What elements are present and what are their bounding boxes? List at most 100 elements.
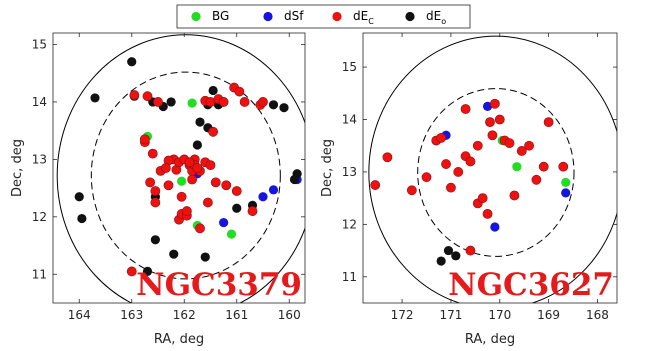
legend-label-subscript: o <box>441 17 446 26</box>
x-tick-label: 160 <box>278 308 301 322</box>
point-de-o <box>279 103 289 113</box>
point-de-c <box>153 97 163 107</box>
point-de-c <box>234 86 245 97</box>
legend-marker <box>263 11 273 22</box>
y-axis-label: Dec, deg <box>10 139 25 197</box>
x-tick-label: 164 <box>68 308 91 322</box>
plot-content <box>368 35 617 303</box>
legend-entry: dEC <box>332 9 374 26</box>
point-de-c <box>150 197 161 208</box>
point-de-o <box>142 266 153 277</box>
point-de-c <box>487 130 498 141</box>
legend-marker <box>191 11 201 22</box>
point-de-c <box>139 134 150 145</box>
point-de-c <box>482 208 493 219</box>
x-tick-label: 172 <box>391 308 414 322</box>
point-de-c <box>218 97 229 107</box>
point-de-c <box>370 180 381 190</box>
x-axis-label: RA, deg <box>465 332 515 347</box>
legend-label: BG <box>212 9 229 23</box>
dashed-circle <box>90 71 281 280</box>
point-de-c <box>239 97 250 107</box>
legend-box <box>176 4 471 29</box>
point-dsf <box>482 101 493 111</box>
point-de-c <box>247 206 258 216</box>
legend-label: dSf <box>284 9 304 23</box>
point-de-o <box>166 97 176 107</box>
point-de-o <box>195 117 205 127</box>
point-de-c <box>163 180 174 191</box>
x-tick-label: 162 <box>173 308 196 322</box>
legend-label: dEC <box>353 9 374 26</box>
galaxy-name-label: NGC3379 <box>136 267 302 303</box>
point-de-c <box>210 177 221 188</box>
point-de-o <box>74 192 84 202</box>
point-de-c <box>421 172 432 183</box>
point-de-o <box>192 140 202 150</box>
point-de-c <box>160 163 171 173</box>
legend: BG dSf dEC dEo <box>176 4 471 29</box>
point-de-c <box>558 161 569 172</box>
point-de-c <box>187 174 198 185</box>
point-de-c <box>543 117 554 128</box>
point-de-c <box>504 138 515 148</box>
point-de-c <box>489 98 500 109</box>
legend-entry: dEo <box>405 9 446 26</box>
plot-content <box>56 34 305 303</box>
point-de-o <box>90 93 100 103</box>
point-de-c <box>129 90 140 100</box>
point-dsf <box>219 217 229 228</box>
point-de-c <box>382 152 393 163</box>
dashed-circle <box>417 88 575 257</box>
plot-area <box>363 33 617 303</box>
point-de-o <box>200 252 210 262</box>
point-de-c <box>446 182 456 193</box>
point-de-c <box>221 180 232 191</box>
y-tick-label: 12 <box>342 217 357 231</box>
y-tick-label: 15 <box>32 37 47 51</box>
y-tick-label: 13 <box>342 165 357 179</box>
legend-label-text: dSf <box>284 9 304 23</box>
point-de-c <box>147 148 158 159</box>
point-de-c <box>406 185 417 196</box>
point-de-c <box>465 245 476 256</box>
point-bg <box>561 177 571 188</box>
point-dsf <box>490 222 500 232</box>
point-de-c <box>184 157 195 168</box>
point-de-c <box>258 97 268 107</box>
point-de-c <box>453 167 464 177</box>
point-de-c <box>195 223 205 234</box>
point-de-o <box>169 249 179 259</box>
x-tick-label: 168 <box>586 308 609 322</box>
point-de-c <box>538 161 549 172</box>
solid-circle <box>56 34 305 303</box>
point-de-o <box>451 251 461 261</box>
point-bg <box>512 162 522 172</box>
point-de-o <box>127 57 137 67</box>
point-de-c <box>208 126 219 137</box>
y-tick-label: 11 <box>32 267 47 281</box>
point-dsf <box>561 188 571 198</box>
point-de-c <box>441 159 451 169</box>
point-de-o <box>232 203 242 213</box>
point-de-c <box>516 146 527 156</box>
legend-label-text: BG <box>212 9 229 23</box>
legend-label-text: dE <box>353 9 368 23</box>
point-de-o <box>443 245 454 256</box>
point-de-c <box>192 163 203 173</box>
y-tick-label: 13 <box>32 152 47 166</box>
x-tick-label: 171 <box>439 308 462 322</box>
point-dsf <box>258 192 268 202</box>
point-de-c <box>205 160 216 171</box>
axes-frame <box>52 32 306 304</box>
point-de-c <box>145 177 156 188</box>
x-tick-label: 169 <box>537 308 560 322</box>
point-de-c <box>485 117 495 128</box>
legend-marker <box>405 11 415 22</box>
point-de-c <box>202 197 213 208</box>
point-de-c <box>176 191 187 202</box>
x-axis-label: RA, deg <box>154 332 204 347</box>
point-de-c <box>150 186 161 196</box>
x-tick-label: 170 <box>488 308 511 322</box>
